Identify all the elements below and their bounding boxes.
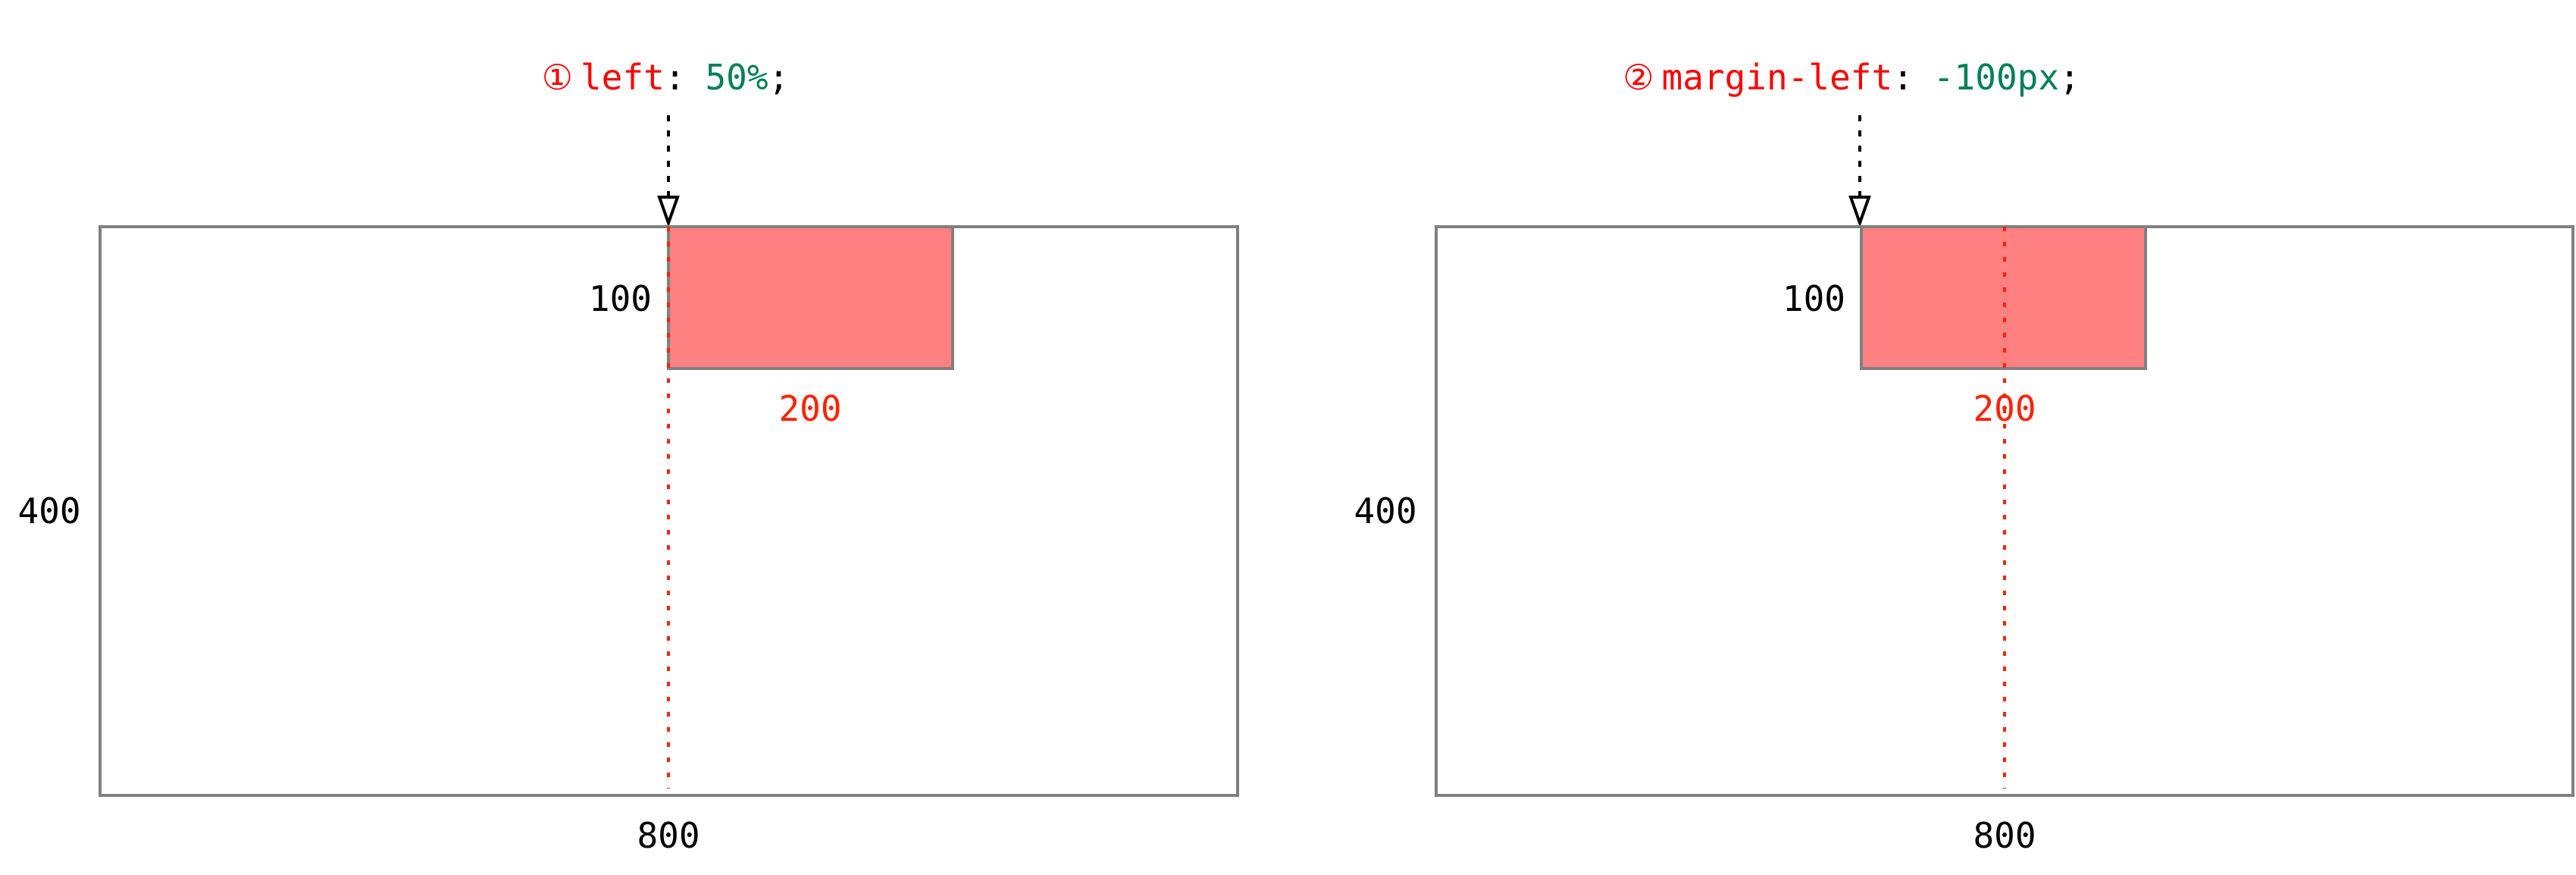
container-width-label: 800 [637, 815, 700, 856]
semicolon: ; [768, 57, 790, 98]
container-height-label: 400 [17, 491, 80, 532]
positioned-box [667, 225, 954, 370]
container-height-label: 400 [1354, 491, 1416, 532]
code-label: ① left: 50%; [542, 57, 790, 98]
colon: : [665, 57, 686, 98]
semicolon: ; [2059, 57, 2080, 98]
panel-left-50-percent: ① left: 50%; 100 200 400 800 [17, 57, 1239, 856]
arrow-head-icon [657, 196, 680, 228]
css-value: 50% [705, 57, 768, 98]
panel-margin-left-negative: ② margin-left: -100px; 100 200 400 800 [1354, 57, 2574, 856]
box-height-label: 100 [1783, 278, 1845, 319]
box-height-label: 100 [589, 278, 652, 319]
css-property: left [581, 57, 665, 98]
css-property: margin-left [1662, 57, 1893, 98]
css-value: -100px [1933, 57, 2059, 98]
positioned-box [1860, 225, 2147, 370]
step-marker: ① [542, 57, 573, 98]
colon: : [1892, 57, 1914, 98]
box-width-label: 200 [778, 388, 841, 429]
code-label: ② margin-left: -100px; [1623, 57, 2080, 98]
step-marker: ② [1623, 57, 1654, 98]
container-width-label: 800 [1973, 815, 2036, 856]
arrow-head-icon [1848, 196, 1871, 228]
box-width-label: 200 [1973, 388, 2036, 429]
